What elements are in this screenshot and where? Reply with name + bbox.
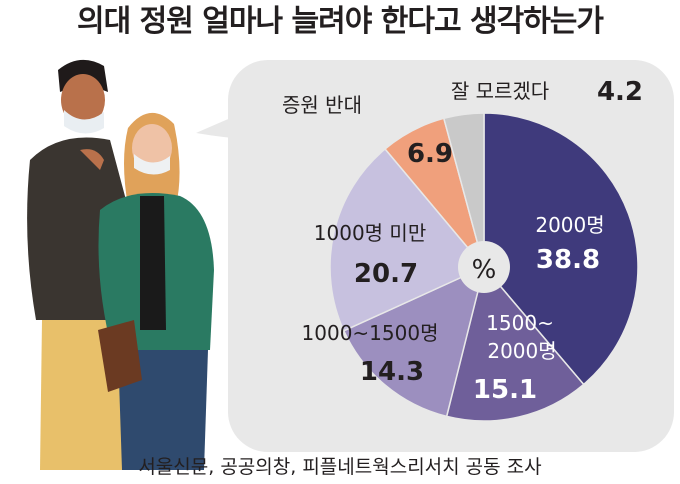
slice-label-1500-2000-line1: 1500~ [486,311,554,335]
chart-title: 의대 정원 얼마나 늘려야 한다고 생각하는가 [76,4,604,39]
slice-label-1000-1500: 1000~1500명 [302,321,439,345]
slice-value-2000: 38.8 [536,245,600,275]
percent-unit-label: % [472,255,497,285]
slice-label-dont-know: 잘 모르겠다 [451,79,549,103]
slice-value-1000-1500: 14.3 [360,357,424,387]
slice-value-dont-know: 4.2 [597,77,643,107]
source-note: 서울신문, 공공의창, 피플네트웍스리서치 공동 조사 [138,456,542,478]
slice-value-oppose: 6.9 [407,139,453,169]
slice-label-under-1000: 1000명 미만 [314,221,426,245]
woman-figure [98,112,214,470]
pie-slice-2 [342,265,486,418]
pie-slice-5 [442,112,485,268]
slice-label-1500-2000-line2: 2000명 [487,339,556,363]
pie-slice-3 [329,147,486,332]
donut-hole [458,241,510,293]
slice-label-2000: 2000명 [535,213,604,237]
slice-value-under-1000: 20.7 [354,259,418,289]
pie-slice-1 [445,265,585,422]
pie-slice-0 [483,112,639,386]
slice-value-1500-2000: 15.1 [473,375,537,405]
slice-label-oppose: 증원 반대 [282,93,362,117]
